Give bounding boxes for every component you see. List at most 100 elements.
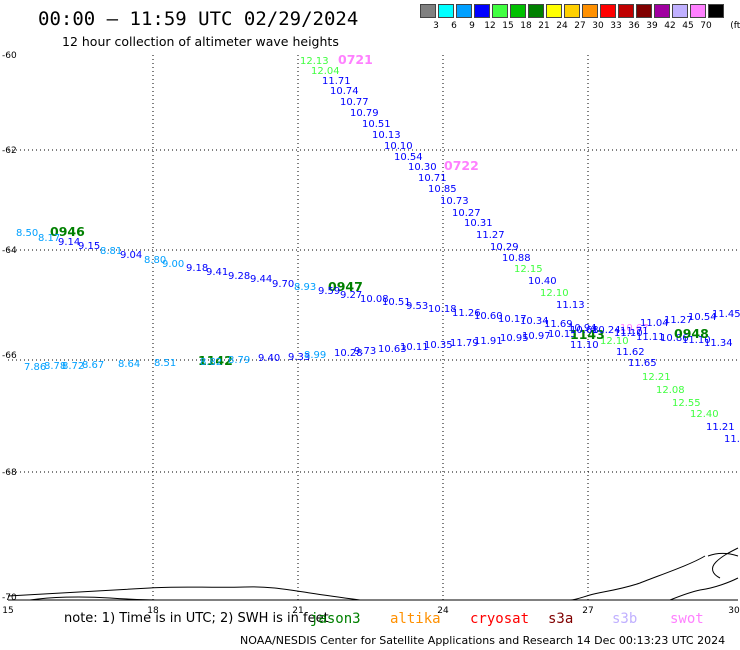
pass-time-label: 0721 [338,52,373,67]
wave-height-value: 11.45 [712,309,740,320]
wave-height-value: 10.95 [500,333,529,344]
legend-unit: (ft) [730,21,740,31]
legend-label: 39 [646,21,658,31]
page-title: 00:00 – 11:59 UTC 02/29/2024 [38,8,359,30]
wave-height-value: 10.40 [528,276,557,287]
wave-height-value: 8.81 [100,246,122,257]
legend-swatch [546,4,562,18]
legend-label: 24 [556,21,568,31]
wave-height-value: 8.72 [62,361,84,372]
y-axis-ticks: -60 -62 -64 -66 -68 -70 [2,51,17,603]
wave-height-value: 10.71 [418,173,447,184]
grid-lines [8,55,738,600]
satellite-name-altika: altika [390,611,441,627]
wave-height-value: 10.60 [474,311,503,322]
wave-height-value: 12.04 [311,66,340,77]
legend-swatch [492,4,508,18]
wave-height-value: 8.80 [144,255,166,266]
wave-height-value: 10.30 [408,162,437,173]
wave-height-value: 10.67 [620,323,649,334]
wave-height-value: 9.41 [206,267,228,278]
satellite-name-cryosat: cryosat [470,611,530,627]
wave-height-value: 10.27 [452,208,481,219]
wave-height-value: 12.40 [690,409,719,420]
legend-label: 15 [502,21,514,31]
wave-height-value: 12.10 [540,288,569,299]
pass-time-label: 1143 [570,327,605,342]
wave-height-value: 9.04 [120,250,142,261]
wave-height-value: 10.86 [660,333,689,344]
wave-height-value: 11.26 [452,308,481,319]
wave-height-value: 12.55 [672,398,701,409]
satellite-name-swot: swot [670,611,704,627]
wave-height-value: 12.10 [600,336,629,347]
legend-label: 45 [682,21,694,31]
wave-height-value: 8.93 [294,282,316,293]
wave-height-value: 10.35 [424,340,453,351]
legend-swatch [528,4,544,18]
pass-time-label: 0946 [50,224,85,239]
y-tick-label: -60 [2,51,17,61]
y-tick-label: -70 [2,593,17,603]
wave-height-value: 10.10 [384,141,413,152]
legend-label: 3 [433,21,439,31]
wave-height-value: 10.18 [428,304,457,315]
x-tick-label: 18 [147,606,159,616]
wave-height-value: 10.24 [592,325,621,336]
pass-time-label: 0947 [328,279,363,294]
wave-height-value: 11.11 [636,332,665,343]
footer-credit: NOAA/NESDIS Center for Satellite Applica… [240,634,726,647]
wave-height-value: 9.73 [354,346,376,357]
wave-height-value: 9.40 [258,353,280,364]
wave-height-value: 12.13 [300,56,329,67]
wave-height-value: 11.71 [322,76,351,87]
wave-height-value: 9.00 [162,259,184,270]
legend-label: 21 [538,21,550,31]
wave-height-value: 11.10 [570,340,599,351]
wave-height-value: 9.18 [186,263,208,274]
satellite-name-s3b: s3b [612,611,638,627]
x-axis-ticks: 15 18 21 24 27 30 [2,606,740,616]
wave-height-value: 10.31 [464,218,493,229]
x-tick-label: 15 [2,606,13,616]
y-tick-label: -62 [2,146,17,156]
legend-swatch [456,4,472,18]
wave-height-value: 9.14 [58,237,80,248]
legend-swatch [438,4,454,18]
wave-height-value: 11.65 [628,358,657,369]
wave-height-value: 12.21 [642,372,671,383]
pass-time-label: 0722 [444,158,479,173]
wave-height-value: 11.27 [664,315,693,326]
wave-height-value: 12.08 [656,385,685,396]
wave-height-value: 9.15 [78,241,100,252]
wave-height-value: 10.97 [522,331,551,342]
wave-height-value: 10.51 [362,119,391,130]
legend-swatch [690,4,706,18]
legend-swatch [600,4,616,18]
wave-height-value: 8.67 [82,360,104,371]
wave-height-value: 11.62 [616,347,645,358]
wave-height-value: 10.11 [400,342,429,353]
wave-height-value: 11.10 [614,328,643,339]
legend-swatch [420,4,436,18]
legend-swatch [474,4,490,18]
note-text: note: 1) Time is in UTC; 2) SWH is in fe… [64,611,333,626]
wave-height-value: 10.79 [350,108,379,119]
legend-label: 6 [451,21,457,31]
wave-height-value: 11.13 [556,300,585,311]
wave-height-value: 10.63 [378,344,407,355]
wave-height-value: 9.70 [272,279,294,290]
wave-height-value: 7.86 [24,362,46,373]
legend-swatch [564,4,580,18]
legend-label: 36 [628,21,640,31]
wave-height-labels: 072112.1312.0411.7110.7410.7710.7910.511… [16,52,740,445]
legend-swatch [708,4,724,18]
legend-label: 42 [664,21,676,31]
wave-height-value: 8.50 [16,228,38,239]
wave-height-value: 10.94 [568,323,597,334]
legend-swatch [582,4,598,18]
wave-height-value: 8.17 [38,233,60,244]
legend-label: 33 [610,21,622,31]
wave-height-value: 12.15 [514,264,543,275]
